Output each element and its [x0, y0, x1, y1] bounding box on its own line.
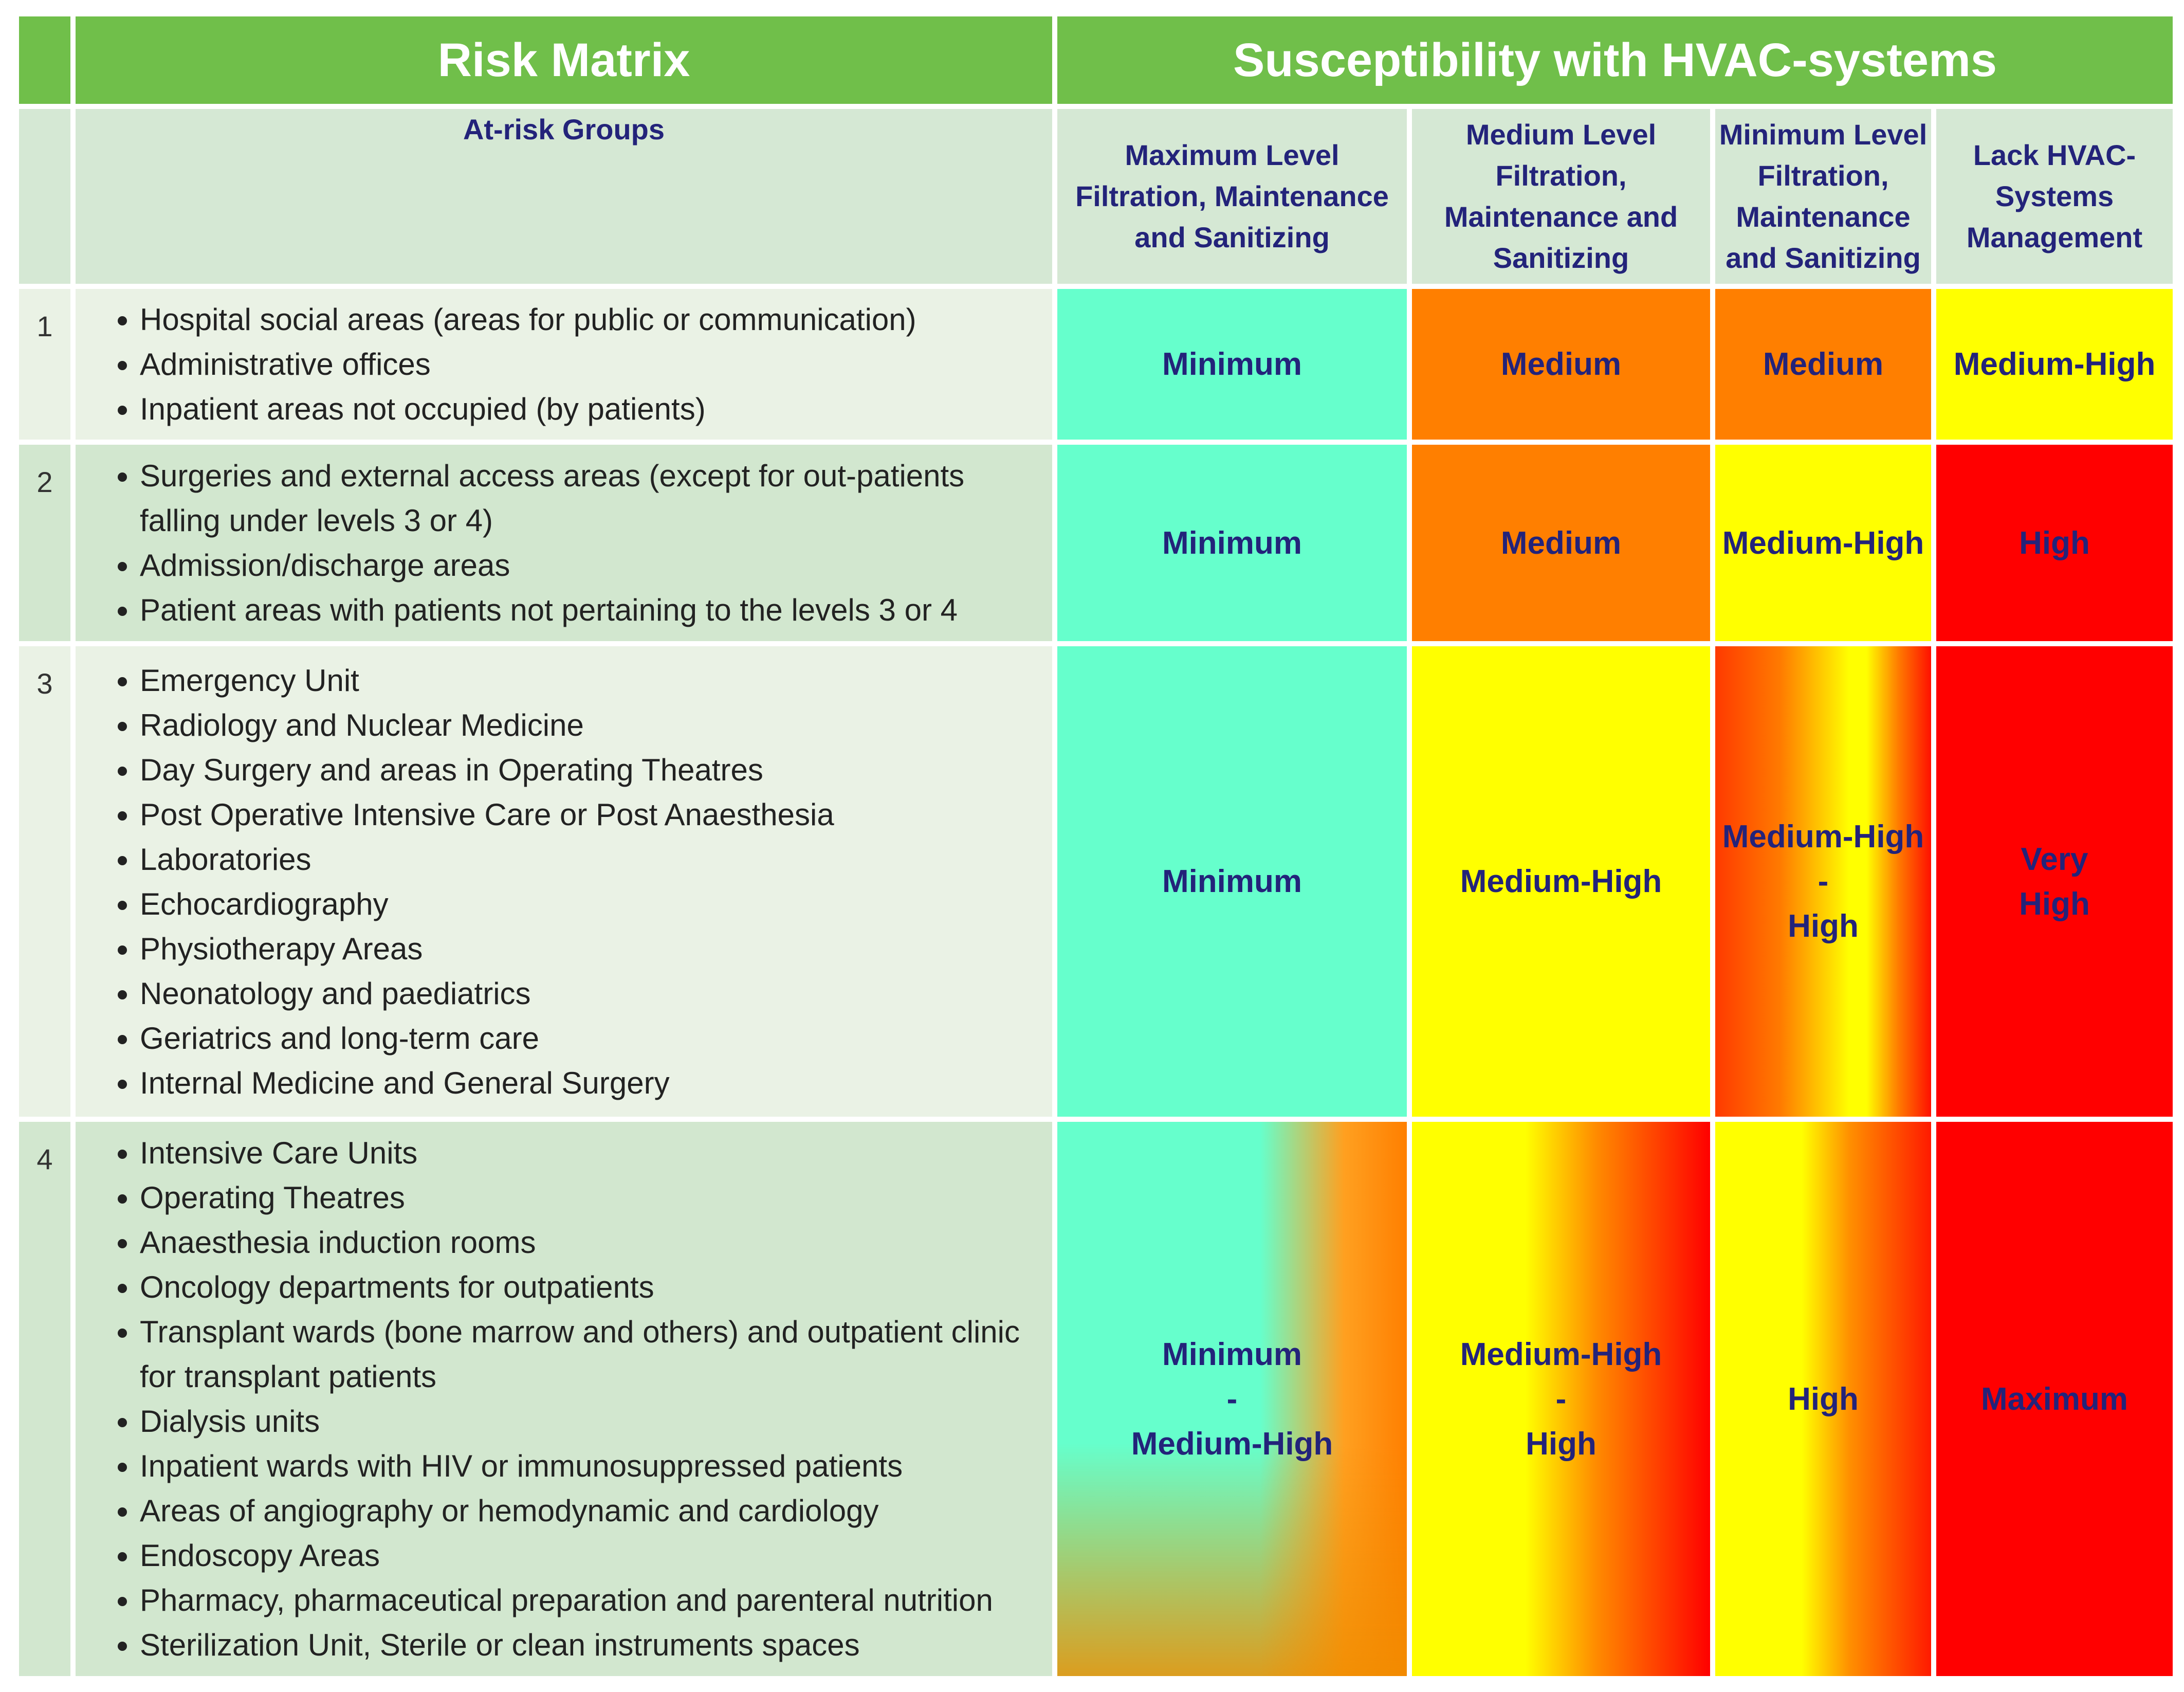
risk-level-label: Medium [1763, 347, 1884, 382]
group-item: Internal Medicine and General Surgery [140, 1061, 1037, 1105]
risk-row-1: 1 Hospital social areas (areas for publi… [14, 284, 2178, 445]
risk-level-label: Minimum [1162, 347, 1302, 382]
level-cell-lack-hvac: Maximum [1931, 1117, 2178, 1681]
level-cell-medium-filtration: Medium-High [1407, 641, 1715, 1122]
risk-level-line: - [1555, 1381, 1567, 1417]
title-susceptibility: Susceptibility with HVAC-systems [1052, 11, 2178, 109]
level-cell-min-filtration: High [1710, 1117, 1936, 1681]
risk-level-line: Minimum [1162, 1336, 1302, 1372]
risk-level-line: - [1226, 1381, 1238, 1417]
group-item: Geriatrics and long-term care [140, 1016, 1037, 1061]
group-item: Physiotherapy Areas [140, 926, 1037, 971]
group-item: Admission/discharge areas [140, 543, 1037, 588]
title-row: Risk Matrix Susceptibility with HVAC-sys… [14, 11, 2178, 109]
groups-list: Intensive Care UnitsOperating TheatresAn… [76, 1131, 1052, 1667]
risk-level-line: High [1788, 908, 1859, 944]
risk-matrix-table: Risk Matrix Susceptibility with HVAC-sys… [14, 11, 2178, 1681]
groups-list: Hospital social areas (areas for public … [76, 297, 1052, 431]
at-risk-groups-cell: Intensive Care UnitsOperating TheatresAn… [70, 1117, 1057, 1681]
level-cell-max-filtration: Minimum - Medium-High [1052, 1117, 1412, 1681]
risk-row-2: 2 Surgeries and external access areas (e… [14, 440, 2178, 646]
risk-level-line: - [1818, 864, 1829, 899]
level-cell-lack-hvac: Very High [1931, 641, 2178, 1122]
group-item: Oncology departments for outpatients [140, 1265, 1037, 1309]
level-cell-medium-filtration: Medium [1407, 440, 1715, 646]
groups-list: Surgeries and external access areas (exc… [76, 453, 1052, 632]
group-item: Post Operative Intensive Care or Post An… [140, 792, 1037, 837]
group-item: Areas of angiography or hemodynamic and … [140, 1488, 1037, 1533]
risk-row-4: 4 Intensive Care UnitsOperating Theatres… [14, 1117, 2178, 1681]
group-item: Dialysis units [140, 1399, 1037, 1444]
risk-level-line: High [1526, 1426, 1596, 1462]
group-item: Radiology and Nuclear Medicine [140, 703, 1037, 748]
group-item: Intensive Care Units [140, 1131, 1037, 1175]
group-item: Surgeries and external access areas (exc… [140, 453, 1037, 543]
group-item: Endoscopy Areas [140, 1533, 1037, 1578]
group-item: Laboratories [140, 837, 1037, 882]
at-risk-groups-cell: Emergency UnitRadiology and Nuclear Medi… [70, 641, 1057, 1122]
level-cell-max-filtration: Minimum [1052, 440, 1412, 646]
level-cell-min-filtration: Medium-High [1710, 440, 1936, 646]
groups-list: Emergency UnitRadiology and Nuclear Medi… [76, 658, 1052, 1105]
risk-level-label: Medium-High [1722, 525, 1924, 561]
title-risk-matrix: Risk Matrix [70, 11, 1057, 109]
group-item: Day Surgery and areas in Operating Theat… [140, 748, 1037, 792]
group-item: Neonatology and paediatrics [140, 971, 1037, 1016]
header-at-risk-groups: At-risk Groups [70, 104, 1057, 289]
level-cell-min-filtration: Medium-High - High [1710, 641, 1936, 1122]
level-cell-lack-hvac: Medium-High [1931, 284, 2178, 445]
level-cell-max-filtration: Minimum [1052, 284, 1412, 445]
risk-level-label: Maximum [1981, 1381, 2128, 1417]
row-number: 2 [14, 440, 76, 646]
risk-level-line: Medium-High [1131, 1426, 1333, 1462]
group-item: Hospital social areas (areas for public … [140, 297, 1037, 342]
risk-level-label: Medium-High [1953, 347, 2156, 382]
level-cell-max-filtration: Minimum [1052, 641, 1412, 1122]
group-item: Pharmacy, pharmaceutical preparation and… [140, 1578, 1037, 1623]
risk-level-label: Minimum [1162, 525, 1302, 561]
risk-level-line: Medium-High [1460, 1336, 1662, 1372]
group-item: Administrative offices [140, 342, 1037, 387]
group-item: Anaesthesia induction rooms [140, 1220, 1037, 1265]
header-minimum-level: Minimum Level Filtration, Maintenance an… [1710, 104, 1936, 289]
header-row: At-risk Groups Maximum Level Filtration,… [14, 104, 2178, 289]
group-item: Echocardiography [140, 882, 1037, 926]
risk-level-line: Very [2021, 841, 2088, 877]
group-item: Inpatient areas not occupied (by patient… [140, 387, 1037, 431]
title-corner [14, 11, 76, 109]
group-item: Sterilization Unit, Sterile or clean ins… [140, 1623, 1037, 1667]
risk-level-label: Medium-High [1460, 864, 1662, 899]
risk-level-line: Medium-High [1722, 819, 1924, 854]
header-lack-hvac: Lack HVAC-Systems Management [1931, 104, 2178, 289]
row-number: 4 [14, 1117, 76, 1681]
risk-level-line: High [2019, 886, 2090, 922]
group-item: Emergency Unit [140, 658, 1037, 703]
level-cell-lack-hvac: High [1931, 440, 2178, 646]
at-risk-groups-cell: Surgeries and external access areas (exc… [70, 440, 1057, 646]
risk-level-label: Medium [1500, 525, 1622, 561]
level-cell-min-filtration: Medium [1710, 284, 1936, 445]
row-number: 3 [14, 641, 76, 1122]
risk-level-label: High [2019, 525, 2090, 561]
risk-level-label: High [1788, 1381, 1859, 1417]
header-maximum-level: Maximum Level Filtration, Maintenance an… [1052, 104, 1412, 289]
level-cell-medium-filtration: Medium [1407, 284, 1715, 445]
group-item: Operating Theatres [140, 1175, 1037, 1220]
risk-level-label: Minimum [1162, 864, 1302, 899]
group-item: Transplant wards (bone marrow and others… [140, 1309, 1037, 1399]
group-item: Patient areas with patients not pertaini… [140, 588, 1037, 632]
header-corner [14, 104, 76, 289]
at-risk-groups-cell: Hospital social areas (areas for public … [70, 284, 1057, 445]
row-number: 1 [14, 284, 76, 445]
group-item: Inpatient wards with HIV or immunosuppre… [140, 1444, 1037, 1488]
risk-level-label: Medium [1500, 347, 1622, 382]
level-cell-medium-filtration: Medium-High - High [1407, 1117, 1715, 1681]
header-medium-level: Medium Level Filtration, Maintenance and… [1407, 104, 1715, 289]
risk-row-3: 3 Emergency UnitRadiology and Nuclear Me… [14, 641, 2178, 1122]
